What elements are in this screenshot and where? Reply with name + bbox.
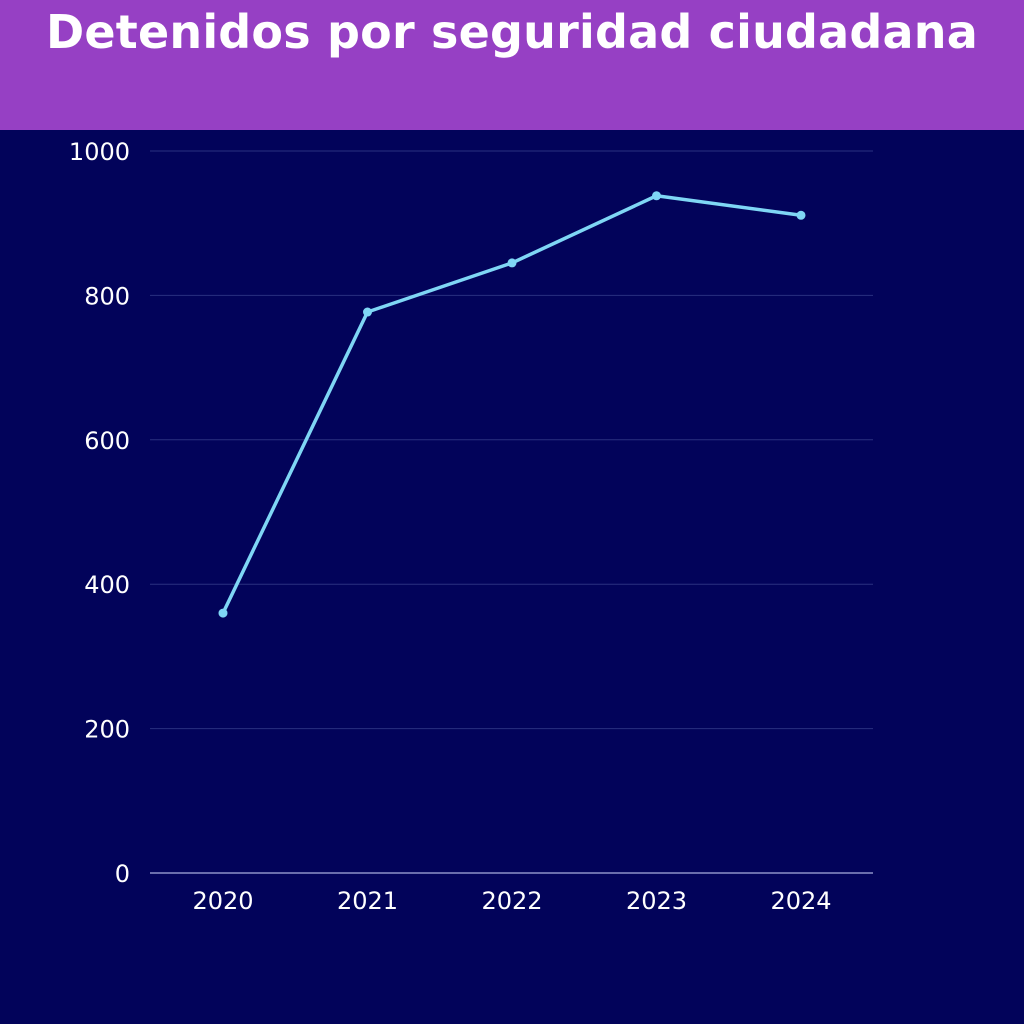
x-tick-label: 2023 xyxy=(626,887,687,915)
data-point[interactable] xyxy=(652,191,661,201)
y-axis-ticks: 0 200 400 600 800 1000 xyxy=(69,138,130,888)
y-tick-label: 0 xyxy=(115,860,130,888)
grid-lines xyxy=(150,150,873,874)
x-tick-label: 2022 xyxy=(481,887,542,915)
y-tick-label: 200 xyxy=(84,716,130,744)
x-axis-ticks: 2020 2021 2022 2023 2024 xyxy=(192,887,831,915)
data-point[interactable] xyxy=(363,307,372,317)
data-point[interactable] xyxy=(218,608,228,618)
data-point[interactable] xyxy=(796,210,806,220)
y-tick-label: 400 xyxy=(84,571,130,599)
data-point[interactable] xyxy=(507,258,517,268)
x-tick-label: 2024 xyxy=(770,887,831,915)
x-tick-label: 2020 xyxy=(192,887,253,915)
series-line xyxy=(221,194,803,615)
series-layer xyxy=(218,191,806,618)
y-tick-label: 800 xyxy=(84,282,130,310)
x-tick-label: 2021 xyxy=(337,887,398,915)
y-tick-label: 1000 xyxy=(69,138,130,166)
chart-title: Detenidos por seguridad ciudadana xyxy=(46,5,978,59)
y-tick-label: 600 xyxy=(84,427,130,455)
title-banner: Detenidos por seguridad ciudadana xyxy=(0,0,1024,130)
